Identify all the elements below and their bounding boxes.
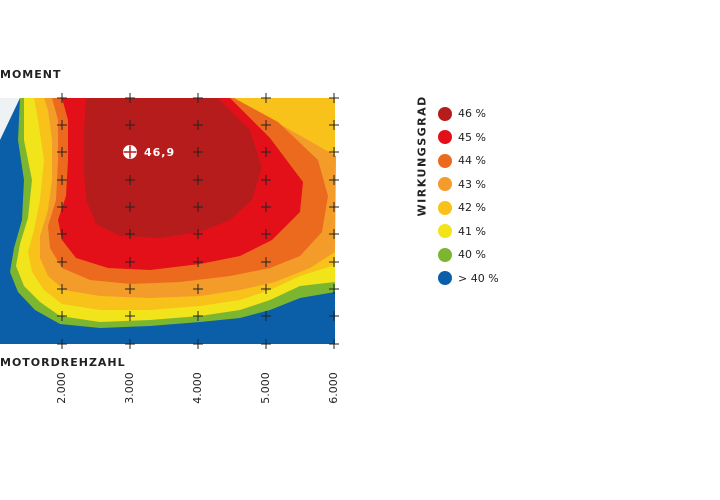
legend-item: 40 %	[438, 243, 499, 267]
legend-swatch	[438, 247, 452, 262]
legend-label: 46 %	[458, 107, 486, 121]
legend-item: > 40 %	[438, 267, 499, 291]
legend-item: 43 %	[438, 173, 499, 197]
legend-label: 42 %	[458, 201, 486, 215]
x-tick-label: 3.000	[123, 372, 136, 404]
legend-swatch	[438, 130, 452, 145]
peak-marker	[123, 145, 137, 159]
y-axis-label: MOMENT	[0, 68, 62, 81]
x-tick-label: 4.000	[191, 372, 204, 404]
legend-label: 41 %	[458, 224, 486, 238]
legend-label: 45 %	[458, 130, 486, 144]
legend-swatch	[438, 106, 452, 121]
legend-swatch	[438, 271, 452, 286]
x-tick-label: 2.000	[55, 372, 68, 404]
grid-crosses	[57, 93, 339, 349]
legend-label: > 40 %	[458, 271, 499, 285]
legend-label: 40 %	[458, 248, 486, 262]
legend-swatch	[438, 224, 452, 239]
contour-region-46	[84, 98, 262, 238]
legend-item: 44 %	[438, 149, 499, 173]
x-axis-label: MOTORDREHZAHL	[0, 356, 126, 369]
peak-label: 46,9	[144, 146, 175, 159]
legend-label: 43 %	[458, 177, 486, 191]
legend-swatch	[438, 177, 452, 192]
legend-title: WIRKUNGSGRAD	[415, 95, 429, 217]
legend: 46 % 45 % 44 % 43 % 42 % 41 % 40 % > 40 %	[438, 102, 499, 290]
legend-item: 46 %	[438, 102, 499, 126]
legend-label: 44 %	[458, 154, 486, 168]
legend-item: 42 %	[438, 196, 499, 220]
legend-swatch	[438, 153, 452, 168]
legend-swatch	[438, 200, 452, 215]
x-tick-label: 5.000	[259, 372, 272, 404]
legend-item: 45 %	[438, 126, 499, 150]
legend-item: 41 %	[438, 220, 499, 244]
x-tick-label: 6.000	[327, 372, 340, 404]
